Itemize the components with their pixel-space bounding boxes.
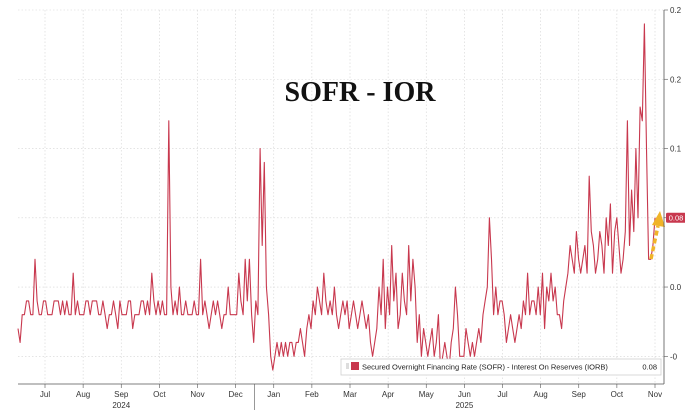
- x-tick-label: Nov: [190, 390, 204, 399]
- legend-last-value: 0.08: [642, 363, 657, 372]
- up-arrow-annotation: [649, 211, 665, 260]
- legend-series-name: Secured Overnight Financing Rate (SOFR) …: [362, 363, 608, 372]
- y-tick-label: 0.2: [670, 6, 682, 15]
- legend-swatch: [351, 362, 359, 370]
- last-value-badge: [666, 212, 685, 223]
- x-axis: Jul Aug Sep Oct Nov Dec Jan Feb Mar Apr May Jun Jul A…: [18, 383, 664, 410]
- grid: [18, 9, 664, 384]
- x-tick-label: Jun: [458, 390, 471, 399]
- x-tick-label: Jan: [267, 390, 280, 399]
- x-tick-label: Dec: [229, 390, 243, 399]
- y-tick-label: 0.2: [670, 75, 682, 84]
- last-value-badge-text: 0.08: [669, 214, 684, 223]
- x-tick-label: Aug: [534, 390, 548, 399]
- plot-area: [17, 23, 656, 371]
- y-tick-label: 0.1: [670, 145, 682, 154]
- x-tick-label: Feb: [305, 390, 319, 399]
- x-year-label: 2024: [112, 401, 130, 410]
- x-tick-label: Oct: [611, 390, 624, 399]
- legend: Secured Overnight Financing Rate (SOFR) …: [340, 358, 662, 376]
- chart-title: SOFR - IOR: [285, 77, 437, 108]
- series-line: [17, 23, 656, 371]
- y-tick-label: -0: [670, 352, 678, 361]
- x-tick-label: May: [419, 390, 434, 399]
- x-tick-label: Sep: [572, 390, 587, 399]
- x-tick-label: Jul: [497, 390, 507, 399]
- x-tick-label: Nov: [648, 390, 662, 399]
- x-tick-label: Jul: [40, 390, 50, 399]
- x-tick-label: Oct: [153, 390, 166, 399]
- y-axis: -00.00.10.10.20.20.08: [663, 6, 685, 384]
- y-tick-label: 0.0: [670, 283, 682, 292]
- x-tick-label: Sep: [114, 390, 129, 399]
- x-tick-label: Mar: [343, 390, 357, 399]
- arrow-shaft: [649, 225, 660, 260]
- legend-box: [340, 358, 662, 376]
- x-tick-label: Apr: [382, 390, 395, 399]
- legend-handle: [346, 363, 349, 369]
- arrow-head: [652, 211, 665, 227]
- x-tick-label: Aug: [76, 390, 90, 399]
- x-year-label: 2025: [455, 401, 473, 410]
